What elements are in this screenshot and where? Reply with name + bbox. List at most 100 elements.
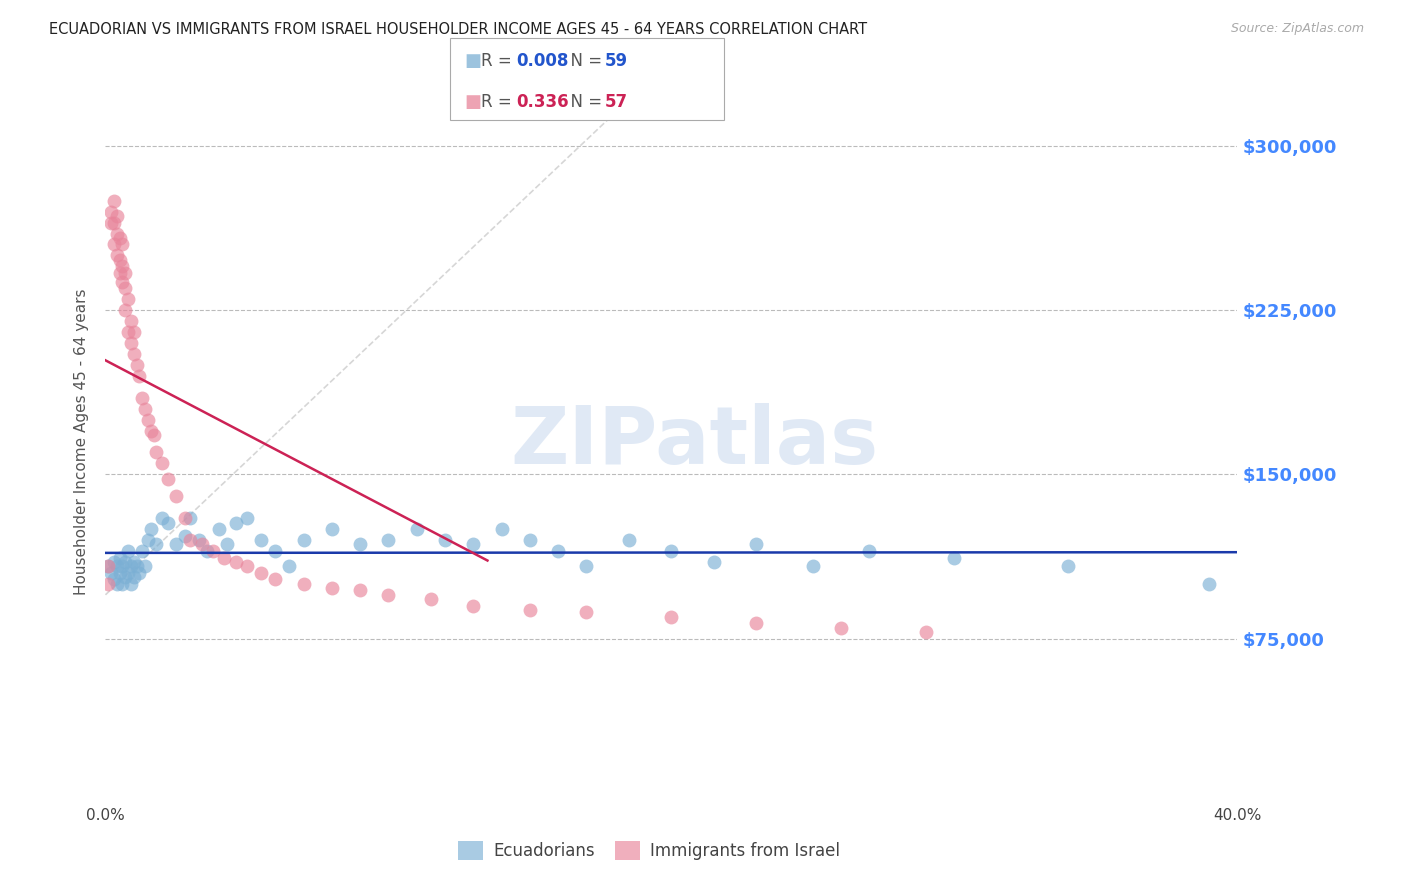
Point bbox=[111, 275, 134, 289]
Text: N =: N = bbox=[560, 53, 607, 70]
Point bbox=[575, 605, 598, 619]
Point bbox=[915, 625, 938, 640]
Point bbox=[103, 555, 125, 569]
Point bbox=[173, 529, 195, 543]
Point bbox=[745, 616, 768, 631]
Text: 0.008: 0.008 bbox=[516, 53, 568, 70]
Point bbox=[111, 577, 134, 591]
Point bbox=[120, 577, 142, 591]
Text: N =: N = bbox=[560, 94, 607, 112]
Point bbox=[108, 266, 131, 280]
Point bbox=[547, 544, 569, 558]
Point bbox=[1056, 559, 1078, 574]
Point bbox=[321, 581, 343, 595]
Point bbox=[236, 559, 259, 574]
Point bbox=[156, 516, 179, 530]
Point bbox=[114, 555, 136, 569]
Legend: Ecuadorians, Immigrants from Israel: Ecuadorians, Immigrants from Israel bbox=[451, 834, 846, 867]
Text: ZIPatlas: ZIPatlas bbox=[510, 402, 879, 481]
Point bbox=[179, 533, 201, 547]
Point bbox=[100, 204, 122, 219]
Point bbox=[349, 583, 371, 598]
Point bbox=[214, 550, 236, 565]
Point bbox=[122, 347, 145, 361]
Point bbox=[111, 260, 134, 274]
Point bbox=[103, 194, 125, 208]
Point bbox=[97, 577, 120, 591]
Point bbox=[217, 537, 239, 551]
Text: ■: ■ bbox=[464, 53, 481, 70]
Point bbox=[463, 599, 485, 613]
Point bbox=[117, 544, 139, 558]
Point bbox=[111, 559, 134, 574]
Point bbox=[131, 391, 153, 405]
Point bbox=[145, 445, 167, 459]
Text: R =: R = bbox=[481, 94, 517, 112]
Point bbox=[179, 511, 201, 525]
Point bbox=[250, 566, 273, 580]
Point bbox=[225, 555, 247, 569]
Point bbox=[661, 544, 683, 558]
Point bbox=[108, 231, 131, 245]
Point bbox=[377, 588, 399, 602]
Point bbox=[208, 522, 231, 536]
Point bbox=[150, 511, 173, 525]
Point bbox=[120, 336, 142, 351]
Point bbox=[433, 533, 456, 547]
Point bbox=[139, 522, 162, 536]
Text: 57: 57 bbox=[605, 94, 627, 112]
Point bbox=[321, 522, 343, 536]
Point bbox=[103, 573, 125, 587]
Point bbox=[150, 457, 173, 471]
Point bbox=[108, 566, 131, 580]
Point bbox=[195, 544, 218, 558]
Point bbox=[139, 424, 162, 438]
Point bbox=[105, 209, 128, 223]
Point bbox=[858, 544, 880, 558]
Point bbox=[264, 573, 287, 587]
Point bbox=[122, 325, 145, 339]
Point bbox=[405, 522, 427, 536]
Point bbox=[97, 559, 120, 574]
Point bbox=[575, 559, 598, 574]
Point bbox=[419, 592, 441, 607]
Point bbox=[128, 566, 150, 580]
Text: ■: ■ bbox=[464, 94, 481, 112]
Text: 59: 59 bbox=[605, 53, 627, 70]
Point bbox=[187, 533, 209, 547]
Point bbox=[165, 537, 187, 551]
Point bbox=[114, 281, 136, 295]
Point bbox=[201, 544, 224, 558]
Point bbox=[661, 609, 683, 624]
Point bbox=[1198, 577, 1220, 591]
Point bbox=[114, 266, 136, 280]
Point bbox=[830, 621, 852, 635]
Point bbox=[801, 559, 824, 574]
Point bbox=[134, 401, 156, 416]
Point bbox=[100, 216, 122, 230]
Point bbox=[703, 555, 725, 569]
Point bbox=[114, 303, 136, 318]
Text: ECUADORIAN VS IMMIGRANTS FROM ISRAEL HOUSEHOLDER INCOME AGES 45 - 64 YEARS CORRE: ECUADORIAN VS IMMIGRANTS FROM ISRAEL HOU… bbox=[49, 22, 868, 37]
Point bbox=[519, 533, 541, 547]
Point bbox=[278, 559, 301, 574]
Text: Source: ZipAtlas.com: Source: ZipAtlas.com bbox=[1230, 22, 1364, 36]
Point bbox=[117, 325, 139, 339]
Point bbox=[236, 511, 259, 525]
Point bbox=[105, 227, 128, 241]
Point bbox=[136, 533, 159, 547]
Point bbox=[111, 237, 134, 252]
Point bbox=[225, 516, 247, 530]
Point bbox=[136, 412, 159, 426]
Point bbox=[142, 428, 165, 442]
Point bbox=[349, 537, 371, 551]
Point bbox=[100, 566, 122, 580]
Point bbox=[156, 472, 179, 486]
Point bbox=[745, 537, 768, 551]
Point bbox=[117, 566, 139, 580]
Point bbox=[97, 559, 120, 574]
Point bbox=[264, 544, 287, 558]
Point bbox=[128, 368, 150, 383]
Point bbox=[250, 533, 273, 547]
Point bbox=[134, 559, 156, 574]
